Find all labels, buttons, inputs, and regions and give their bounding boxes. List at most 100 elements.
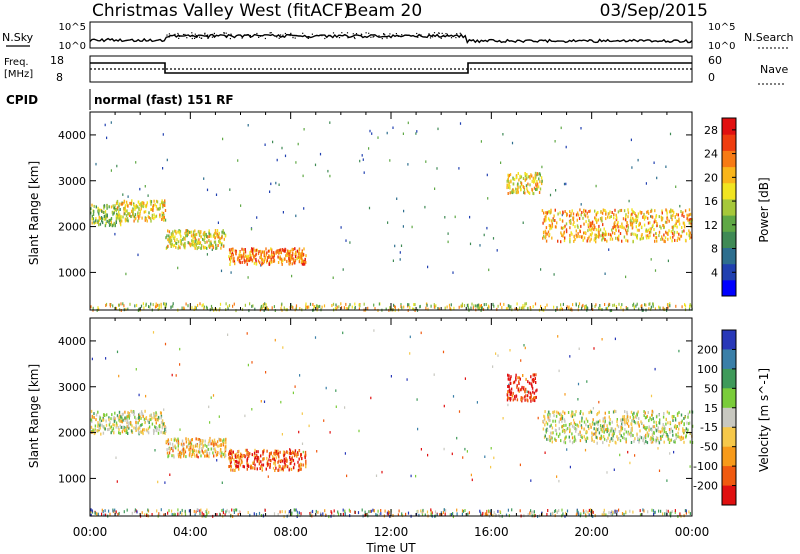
echo-cell <box>256 459 258 463</box>
echo-cell <box>210 442 212 446</box>
scatter-echo <box>403 209 405 213</box>
echo-cell <box>595 435 598 439</box>
echo-cell <box>672 433 674 437</box>
echo-cell <box>628 432 631 436</box>
echo-cell <box>631 222 634 226</box>
noise-search-point <box>378 35 380 37</box>
echo-cell <box>156 207 158 211</box>
scatter-echo <box>302 174 304 178</box>
scatter-echo <box>486 226 488 230</box>
noise-search-point <box>229 38 231 40</box>
noise-echo <box>397 513 399 517</box>
echo-cell <box>563 232 565 236</box>
echo-cell <box>641 225 643 229</box>
echo-cell <box>508 388 511 392</box>
echo-cell <box>191 243 194 247</box>
echo-cell <box>658 230 661 234</box>
noise-echo <box>585 305 587 309</box>
noise-echo <box>109 512 111 516</box>
echo-cell <box>602 419 604 423</box>
echo-cell <box>241 253 243 257</box>
noise-search-point <box>428 33 430 35</box>
echo-cell <box>254 448 256 452</box>
echo-cell <box>129 201 131 205</box>
echo-cell <box>138 415 140 419</box>
echo-cell <box>204 246 206 250</box>
echo-cell <box>216 246 218 250</box>
echo-cell <box>177 240 180 244</box>
echo-cell <box>125 209 127 213</box>
noise-echo <box>254 307 256 311</box>
echo-cell <box>594 209 596 213</box>
echo-cell <box>532 390 534 394</box>
scatter-echo <box>282 211 284 214</box>
echo-cell <box>199 231 202 235</box>
echo-cell <box>687 415 689 419</box>
echo-cell <box>646 426 648 430</box>
echo-cell <box>683 417 685 420</box>
scatter-echo <box>177 266 179 270</box>
noise-echo <box>331 304 333 307</box>
echo-cell <box>124 418 126 422</box>
echo-cell <box>187 444 189 448</box>
scatter-echo <box>281 433 283 436</box>
noise-echo <box>96 512 98 516</box>
echo-cell <box>229 452 231 456</box>
echo-cell <box>237 256 239 260</box>
echo-cell <box>222 439 224 443</box>
echo-cell <box>594 218 597 222</box>
echo-cell <box>506 186 508 190</box>
echo-cell <box>230 247 232 251</box>
scatter-echo <box>409 335 411 339</box>
noise-echo <box>669 512 671 516</box>
noise-echo <box>163 302 165 306</box>
echo-cell <box>144 409 146 413</box>
noise-echo <box>482 511 484 515</box>
echo-cell <box>108 223 111 227</box>
echo-cell <box>159 207 161 210</box>
echo-cell <box>654 427 657 431</box>
echo-cell <box>260 263 263 267</box>
echo-cell <box>193 244 196 248</box>
scatter-echo <box>295 214 297 218</box>
echo-cell <box>682 427 684 431</box>
noise-search-point <box>306 36 308 39</box>
noise-echo <box>142 302 144 306</box>
colorbar-tick-label: 20 <box>704 171 718 184</box>
scatter-echo <box>369 129 371 133</box>
echo-cell <box>558 420 560 424</box>
noise-search-point <box>360 33 362 35</box>
noise-search-point <box>177 34 179 36</box>
scatter-echo <box>344 406 346 409</box>
echo-cell <box>234 454 237 458</box>
echo-cell <box>656 436 659 440</box>
echo-cell <box>224 234 227 238</box>
echo-cell <box>602 417 604 421</box>
noise-search-point <box>249 34 251 37</box>
echo-cell <box>631 220 633 224</box>
echo-cell <box>595 228 598 232</box>
noise-tick-bottom-left: 10^0 <box>59 41 86 52</box>
noise-tick-top-left: 10^5 <box>59 22 86 33</box>
echo-cell <box>595 233 597 237</box>
echo-cell <box>161 214 164 218</box>
echo-cell <box>665 230 667 234</box>
echo-cell <box>551 222 553 226</box>
echo-cell <box>633 420 635 423</box>
noise-echo <box>407 511 410 515</box>
echo-cell <box>597 211 599 214</box>
echo-cell <box>189 244 192 248</box>
echo-cell <box>583 210 585 213</box>
echo-cell <box>596 428 599 432</box>
echo-cell <box>643 441 646 445</box>
noise-echo <box>393 303 395 307</box>
echo-cell <box>528 381 531 385</box>
echo-cell <box>168 240 171 244</box>
echo-cell <box>161 419 164 423</box>
echo-cell <box>145 203 148 207</box>
echo-cell <box>650 427 652 431</box>
echo-cell <box>175 242 178 245</box>
noise-echo <box>224 513 226 517</box>
echo-cell <box>545 428 547 432</box>
noise-echo <box>252 304 254 308</box>
